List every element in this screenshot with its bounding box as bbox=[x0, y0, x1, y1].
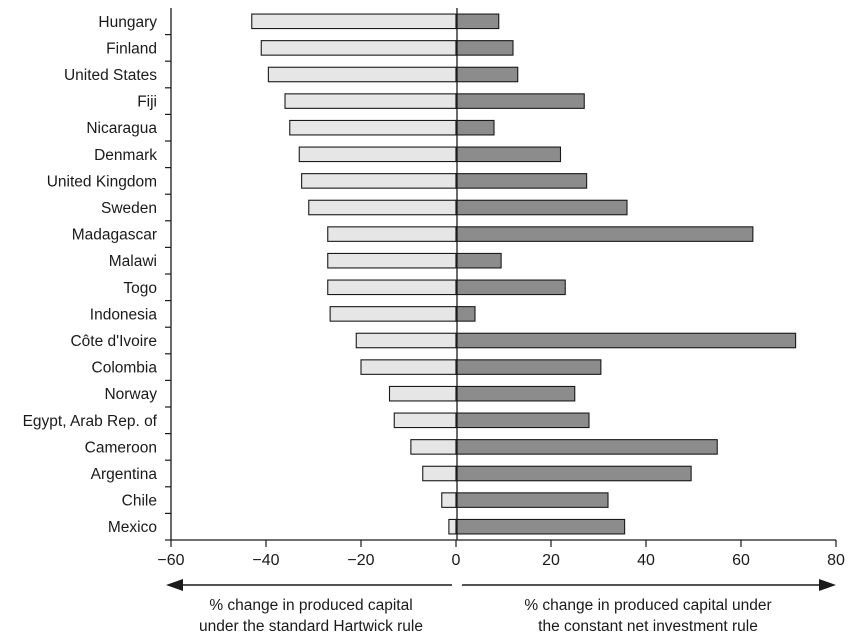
bar-fiji-series-1 bbox=[284, 93, 457, 109]
bar-togo-series-2 bbox=[455, 279, 566, 296]
category-label-argentina: Argentina bbox=[91, 466, 158, 483]
bar-finland-series-2 bbox=[455, 40, 514, 56]
category-label-fiji: Fiji bbox=[137, 94, 157, 111]
category-label-finland: Finland bbox=[106, 40, 157, 57]
bar-nicaragua-series-1 bbox=[289, 119, 457, 136]
bar-malawi-series-1 bbox=[327, 252, 457, 269]
bar-united-kingdom-series-2 bbox=[455, 173, 588, 189]
bar-malawi-series-2 bbox=[455, 252, 502, 269]
x-tick-label: −60 bbox=[157, 552, 184, 569]
bar-egypt-arab-rep-of-series-1 bbox=[393, 412, 457, 429]
bar-denmark-series-1 bbox=[298, 146, 457, 163]
bar-indonesia-series-2 bbox=[455, 306, 476, 322]
x-ticks-group: −60 −40 −20 0 20 40 60 80 bbox=[157, 540, 845, 569]
right-caption-line-2: the constant net investment rule bbox=[538, 618, 758, 635]
category-labels: Hungary Finland United States Fiji Nicaragua… bbox=[23, 14, 171, 541]
category-label-chile: Chile bbox=[122, 493, 157, 510]
bar-chile-series-2 bbox=[455, 492, 609, 508]
x-tick-label: 40 bbox=[637, 552, 655, 569]
bar-fiji-series-2 bbox=[455, 93, 585, 109]
x-tick-label: −20 bbox=[347, 552, 374, 569]
category-label-togo: Togo bbox=[123, 280, 157, 297]
bar-madagascar-series-1 bbox=[327, 226, 457, 242]
bar-chile-series-1 bbox=[441, 492, 457, 508]
left-arrowhead bbox=[166, 579, 183, 591]
category-label-madagascar: Madagascar bbox=[72, 227, 157, 244]
bars-group bbox=[251, 13, 797, 535]
x-tick-label: 0 bbox=[452, 552, 461, 569]
bar-c-te-d-ivoire-series-2 bbox=[455, 332, 797, 349]
bar-cameroon-series-2 bbox=[455, 439, 718, 455]
category-label-colombia: Colombia bbox=[92, 360, 158, 377]
x-tick-label: 80 bbox=[827, 552, 845, 569]
category-label-sweden: Sweden bbox=[101, 200, 157, 217]
category-label-united-states: United States bbox=[64, 67, 157, 84]
bar-madagascar-series-2 bbox=[455, 226, 754, 242]
right-caption-line-1: % change in produced capital under bbox=[524, 597, 771, 614]
bar-colombia-series-1 bbox=[360, 359, 457, 375]
x-tick-label: −40 bbox=[252, 552, 279, 569]
category-label-denmark: Denmark bbox=[94, 147, 157, 164]
bar-sweden-series-2 bbox=[455, 199, 628, 216]
bar-egypt-arab-rep-of-series-2 bbox=[455, 412, 590, 429]
bar-mexico-series-2 bbox=[455, 518, 626, 535]
x-tick-label: 60 bbox=[732, 552, 750, 569]
left-caption-line-1: % change in produced capital bbox=[209, 597, 412, 614]
bar-argentina-series-2 bbox=[455, 465, 692, 482]
direction-arrows bbox=[166, 579, 836, 591]
bar-united-states-series-2 bbox=[455, 66, 519, 83]
bar-norway-series-2 bbox=[455, 385, 576, 402]
bar-hungary-series-2 bbox=[455, 13, 500, 30]
category-label-indonesia: Indonesia bbox=[90, 306, 158, 323]
category-label-hungary: Hungary bbox=[98, 14, 157, 31]
bar-cameroon-series-1 bbox=[410, 439, 457, 455]
bar-finland-series-1 bbox=[260, 40, 457, 56]
left-caption-line-2: under the standard Hartwick rule bbox=[199, 618, 423, 635]
right-arrowhead bbox=[819, 579, 836, 591]
category-label-malawi: Malawi bbox=[109, 253, 157, 270]
bar-hungary-series-1 bbox=[251, 13, 457, 30]
bar-united-states-series-1 bbox=[267, 66, 457, 83]
bar-argentina-series-1 bbox=[422, 465, 457, 482]
bar-c-te-d-ivoire-series-1 bbox=[355, 332, 457, 349]
bar-denmark-series-2 bbox=[455, 146, 562, 163]
bar-sweden-series-1 bbox=[308, 199, 457, 216]
category-label-mexico: Mexico bbox=[108, 519, 157, 536]
category-label-united-kingdom: United Kingdom bbox=[47, 173, 157, 190]
bar-norway-series-1 bbox=[388, 385, 457, 402]
bar-nicaragua-series-2 bbox=[455, 119, 495, 136]
bar-togo-series-1 bbox=[327, 279, 457, 296]
bar-colombia-series-2 bbox=[455, 359, 602, 375]
x-tick-label: 20 bbox=[542, 552, 560, 569]
bar-united-kingdom-series-1 bbox=[301, 173, 457, 189]
category-label-c-te-d-ivoire: Côte d'Ivoire bbox=[70, 333, 157, 350]
category-label-egypt-arab-rep-of: Egypt, Arab Rep. of bbox=[23, 413, 158, 430]
category-label-nicaragua: Nicaragua bbox=[86, 120, 157, 137]
bar-indonesia-series-1 bbox=[329, 306, 457, 322]
category-label-norway: Norway bbox=[104, 386, 157, 403]
category-label-cameroon: Cameroon bbox=[85, 439, 157, 456]
axes-group bbox=[170, 8, 836, 541]
bar-mexico-series-1 bbox=[448, 518, 457, 535]
